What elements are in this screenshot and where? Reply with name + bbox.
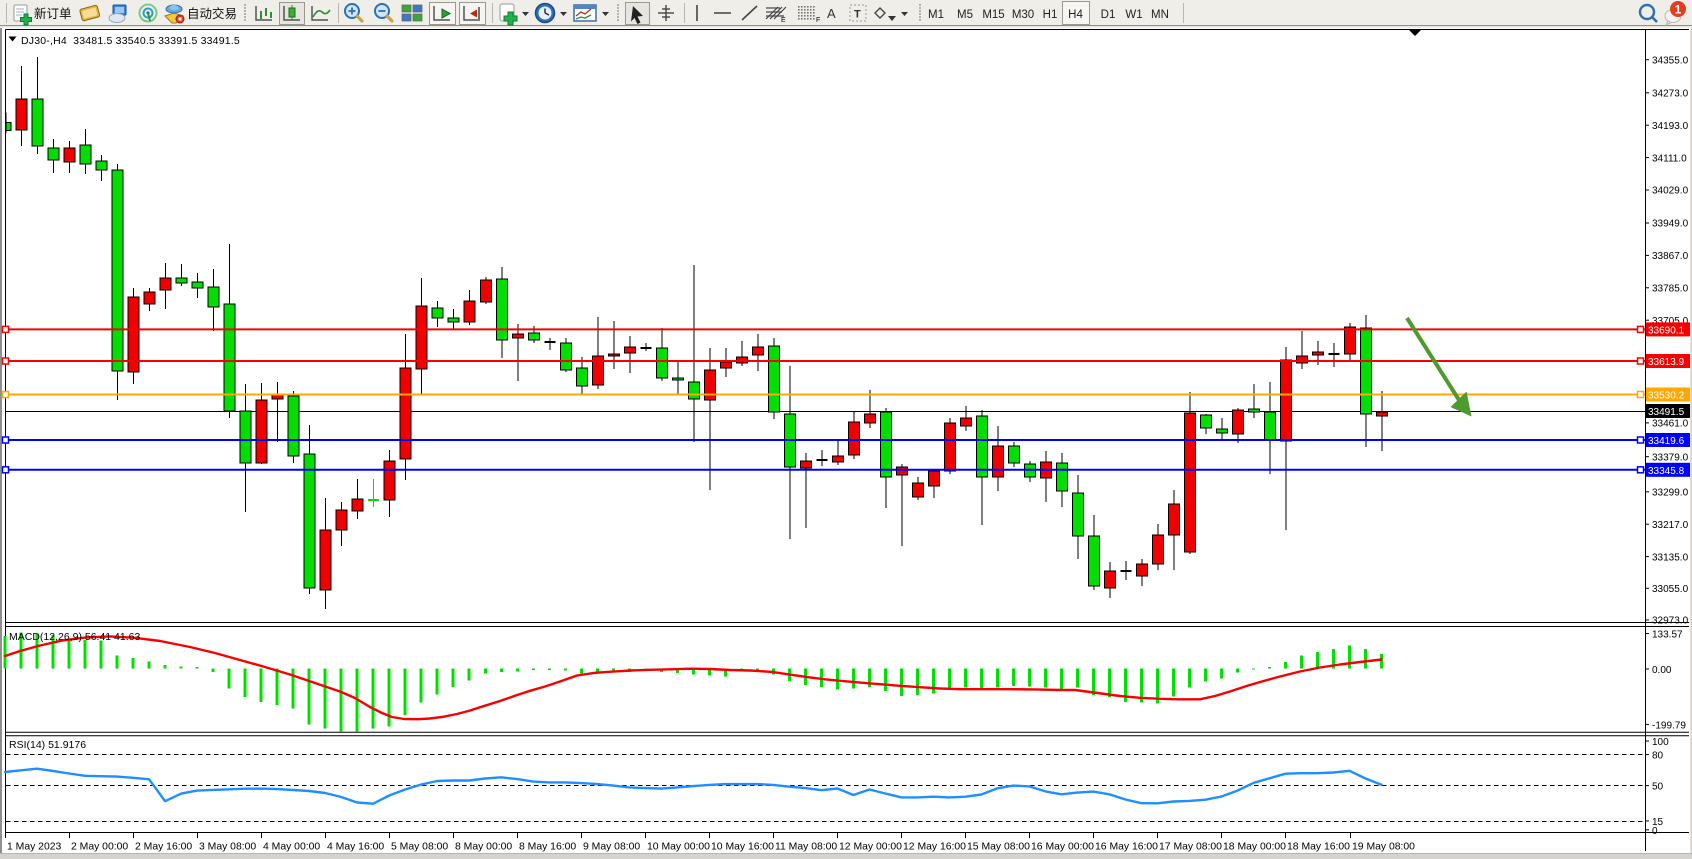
svg-text:M5: M5 [957, 9, 973, 21]
svg-text:0.00: 0.00 [1652, 665, 1672, 676]
svg-text:M15: M15 [982, 9, 1004, 21]
svg-text:50: 50 [1652, 782, 1664, 793]
svg-text:33705.0: 33705.0 [1652, 316, 1689, 327]
svg-text:1: 1 [1675, 3, 1682, 17]
svg-text:33379.0: 33379.0 [1652, 452, 1689, 463]
svg-text:34355.0: 34355.0 [1652, 55, 1689, 66]
svg-text:自动交易: 自动交易 [187, 6, 237, 21]
svg-text:1 May 2023: 1 May 2023 [7, 841, 62, 852]
svg-text:16 May 16:00: 16 May 16:00 [1095, 841, 1158, 852]
svg-text:100: 100 [1652, 737, 1669, 748]
svg-text:33419.6: 33419.6 [1648, 436, 1685, 447]
svg-text:M30: M30 [1012, 9, 1034, 21]
svg-text:T: T [854, 9, 861, 21]
svg-text:5 May 08:00: 5 May 08:00 [391, 841, 448, 852]
svg-text:10 May 00:00: 10 May 00:00 [647, 841, 710, 852]
svg-text:33785.0: 33785.0 [1652, 284, 1689, 295]
svg-text:33345.8: 33345.8 [1648, 466, 1685, 477]
svg-text:8 May 16:00: 8 May 16:00 [519, 841, 576, 852]
svg-text:2 May 16:00: 2 May 16:00 [135, 841, 192, 852]
svg-text:4 May 16:00: 4 May 16:00 [327, 841, 384, 852]
svg-text:A: A [827, 6, 836, 21]
svg-text:33949.0: 33949.0 [1652, 219, 1689, 230]
svg-text:9 May 08:00: 9 May 08:00 [583, 841, 640, 852]
svg-text:M1: M1 [928, 9, 944, 21]
svg-text:32973.0: 32973.0 [1652, 616, 1689, 627]
svg-text:12 May 00:00: 12 May 00:00 [839, 841, 902, 852]
svg-text:34029.0: 34029.0 [1652, 186, 1689, 197]
svg-text:80: 80 [1652, 751, 1664, 762]
svg-text:11 May 08:00: 11 May 08:00 [775, 841, 837, 852]
svg-text:12 May 16:00: 12 May 16:00 [903, 841, 966, 852]
svg-text:-199.79: -199.79 [1652, 720, 1686, 731]
svg-text:15 May 08:00: 15 May 08:00 [967, 841, 1030, 852]
svg-text:34111.0: 34111.0 [1652, 153, 1687, 164]
svg-text:33217.0: 33217.0 [1652, 520, 1689, 531]
svg-text:W1: W1 [1125, 9, 1142, 21]
svg-text:33530.2: 33530.2 [1648, 391, 1685, 402]
svg-text:4 May 00:00: 4 May 00:00 [263, 841, 320, 852]
svg-text:H4: H4 [1068, 9, 1083, 21]
svg-text:17 May 08:00: 17 May 08:00 [1159, 841, 1222, 852]
svg-text:MACD(12,26,9) 56.41 41.63: MACD(12,26,9) 56.41 41.63 [9, 631, 140, 643]
svg-text:F: F [816, 17, 820, 24]
svg-text:34273.0: 34273.0 [1652, 89, 1689, 100]
svg-text:33299.0: 33299.0 [1652, 488, 1689, 499]
svg-text:16 May 00:00: 16 May 00:00 [1031, 841, 1094, 852]
svg-text:33461.0: 33461.0 [1652, 419, 1689, 430]
svg-text:33491.5: 33491.5 [1648, 407, 1685, 418]
svg-text:19 May 08:00: 19 May 08:00 [1352, 841, 1415, 852]
svg-text:DJ30-,H4 33481.5 33540.5 3339: DJ30-,H4 33481.5 33540.5 33391.5 33491.5 [21, 35, 240, 47]
svg-text:18 May 16:00: 18 May 16:00 [1287, 841, 1350, 852]
svg-text:34193.0: 34193.0 [1652, 121, 1689, 132]
svg-text:33690.1: 33690.1 [1648, 325, 1685, 336]
svg-text:33867.0: 33867.0 [1652, 251, 1689, 262]
svg-text:0: 0 [1652, 826, 1658, 837]
svg-text:新订单: 新订单 [34, 6, 72, 21]
svg-text:10 May 16:00: 10 May 16:00 [711, 841, 774, 852]
svg-text:33613.9: 33613.9 [1648, 357, 1685, 368]
svg-text:33135.0: 33135.0 [1652, 552, 1689, 563]
svg-text:15: 15 [1652, 817, 1664, 828]
svg-text:33055.0: 33055.0 [1652, 584, 1689, 595]
svg-text:133.57: 133.57 [1652, 630, 1683, 641]
svg-text:E: E [781, 17, 786, 24]
svg-text:D1: D1 [1101, 9, 1116, 21]
svg-text:MN: MN [1151, 9, 1169, 21]
svg-text:3 May 08:00: 3 May 08:00 [199, 841, 256, 852]
svg-text:8 May 00:00: 8 May 00:00 [455, 841, 512, 852]
svg-text:18 May 00:00: 18 May 00:00 [1223, 841, 1286, 852]
svg-text:RSI(14) 51.9176: RSI(14) 51.9176 [9, 739, 86, 751]
svg-text:H1: H1 [1043, 9, 1058, 21]
svg-text:2 May 00:00: 2 May 00:00 [71, 841, 128, 852]
